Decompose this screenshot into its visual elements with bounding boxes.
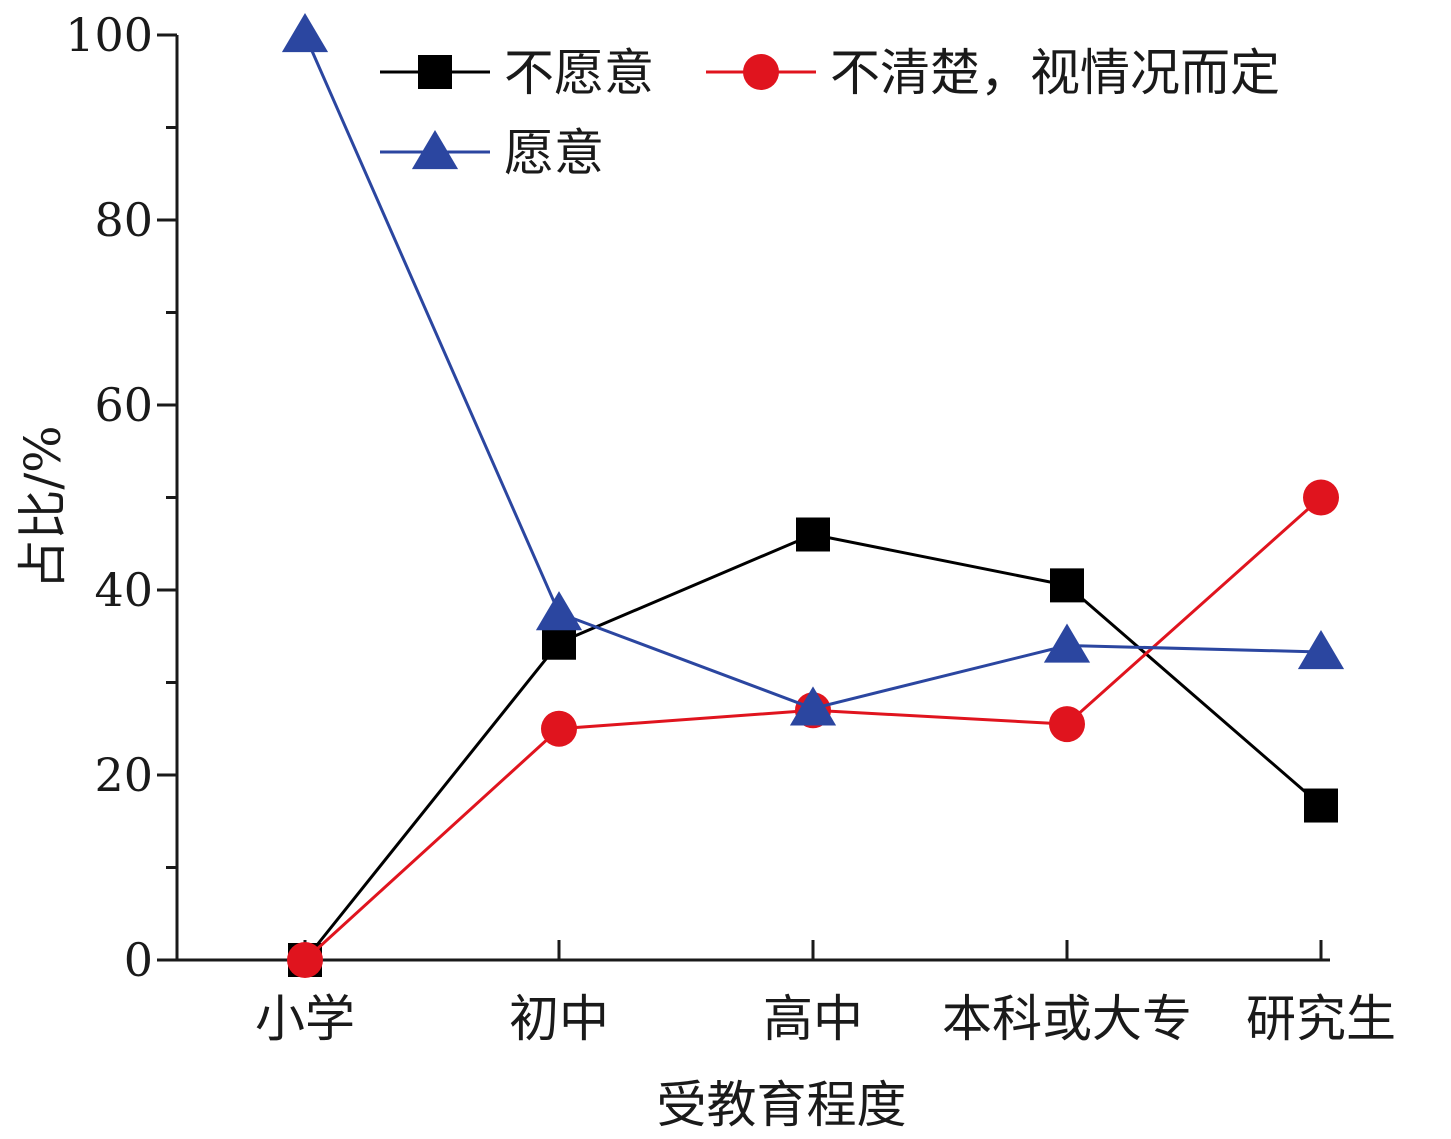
data-point [1050,568,1084,603]
x-axis-title: 受教育程度 [657,1076,907,1134]
legend-marker [418,55,452,89]
legend-item: 不清楚，视情况而定 [706,44,1280,102]
legend-label: 不清楚，视情况而定 [830,44,1280,102]
x-tick-label: 本科或大专 [942,990,1192,1048]
legend-item: 不愿意 [380,44,654,102]
y-tick-label: 20 [94,748,153,802]
legend-label: 愿意 [504,124,604,182]
data-point [789,686,837,726]
y-tick-label: 100 [65,8,153,62]
x-tick-label: 高中 [763,990,863,1048]
legend-label: 不愿意 [504,44,654,102]
y-tick-label: 60 [94,378,153,432]
data-point [1304,788,1338,823]
data-point [796,517,830,552]
y-tick-label: 40 [94,563,153,617]
series-line [303,532,1322,961]
x-tick-label: 小学 [255,990,355,1048]
data-point [541,710,577,747]
y-tick-label: 80 [94,193,153,247]
data-point [1049,706,1085,743]
series-layer [281,13,1345,978]
y-tick-label: 0 [124,933,153,987]
series-line [303,34,1322,710]
data-point [535,591,583,631]
legend-item: 愿意 [380,124,604,182]
series-0 [288,517,1338,977]
series-line [303,496,1322,962]
data-point [1303,479,1339,516]
legend-marker [743,54,779,90]
data-point [1297,629,1345,670]
series-2 [281,13,1345,726]
x-tick-label: 研究生 [1246,990,1396,1048]
x-tick-label: 初中 [509,990,609,1048]
series-1 [287,479,1339,978]
y-axis-title: 占比/% [14,425,72,589]
data-point [1043,623,1091,663]
data-point [281,13,329,53]
legend-marker [411,130,459,170]
data-point [287,942,323,978]
axes: 0 20 40 60 80 100 小学 初中 高中 本科或大专 研究生 [65,8,1396,1048]
data-point [542,625,576,660]
